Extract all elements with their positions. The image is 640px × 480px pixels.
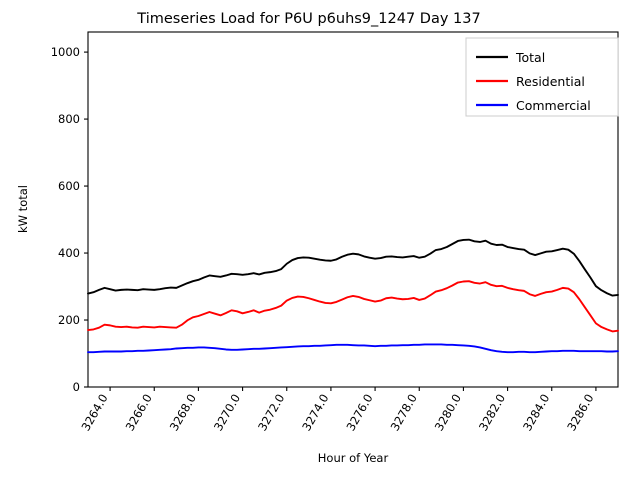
- y-tick-label: 400: [58, 246, 80, 260]
- legend-label-residential: Residential: [516, 74, 585, 89]
- y-tick-label: 1000: [51, 45, 80, 59]
- y-tick-label: 600: [58, 179, 80, 193]
- series-line-residential: [87, 280, 619, 333]
- legend-label-commercial: Commercial: [516, 98, 591, 113]
- y-tick-label: 0: [73, 380, 80, 394]
- y-tick-label: 800: [58, 112, 80, 126]
- x-axis-label: Hour of Year: [318, 451, 389, 465]
- data-series-group: [87, 238, 619, 354]
- legend-background: [465, 37, 619, 117]
- y-tick-label: 200: [58, 313, 80, 327]
- series-line-total: [87, 238, 619, 297]
- legend-label-total: Total: [515, 50, 545, 65]
- chart-legend[interactable]: Total Residential Commercial: [465, 37, 619, 117]
- chart-title: Timeseries Load for P6U p6uhs9_1247 Day …: [136, 11, 480, 27]
- plot-frame: [87, 31, 619, 388]
- series-line-commercial: [87, 343, 619, 354]
- y-axis-ticks: 0 200 400 600 800 1000: [51, 45, 88, 394]
- y-axis-label: kW total: [16, 185, 30, 233]
